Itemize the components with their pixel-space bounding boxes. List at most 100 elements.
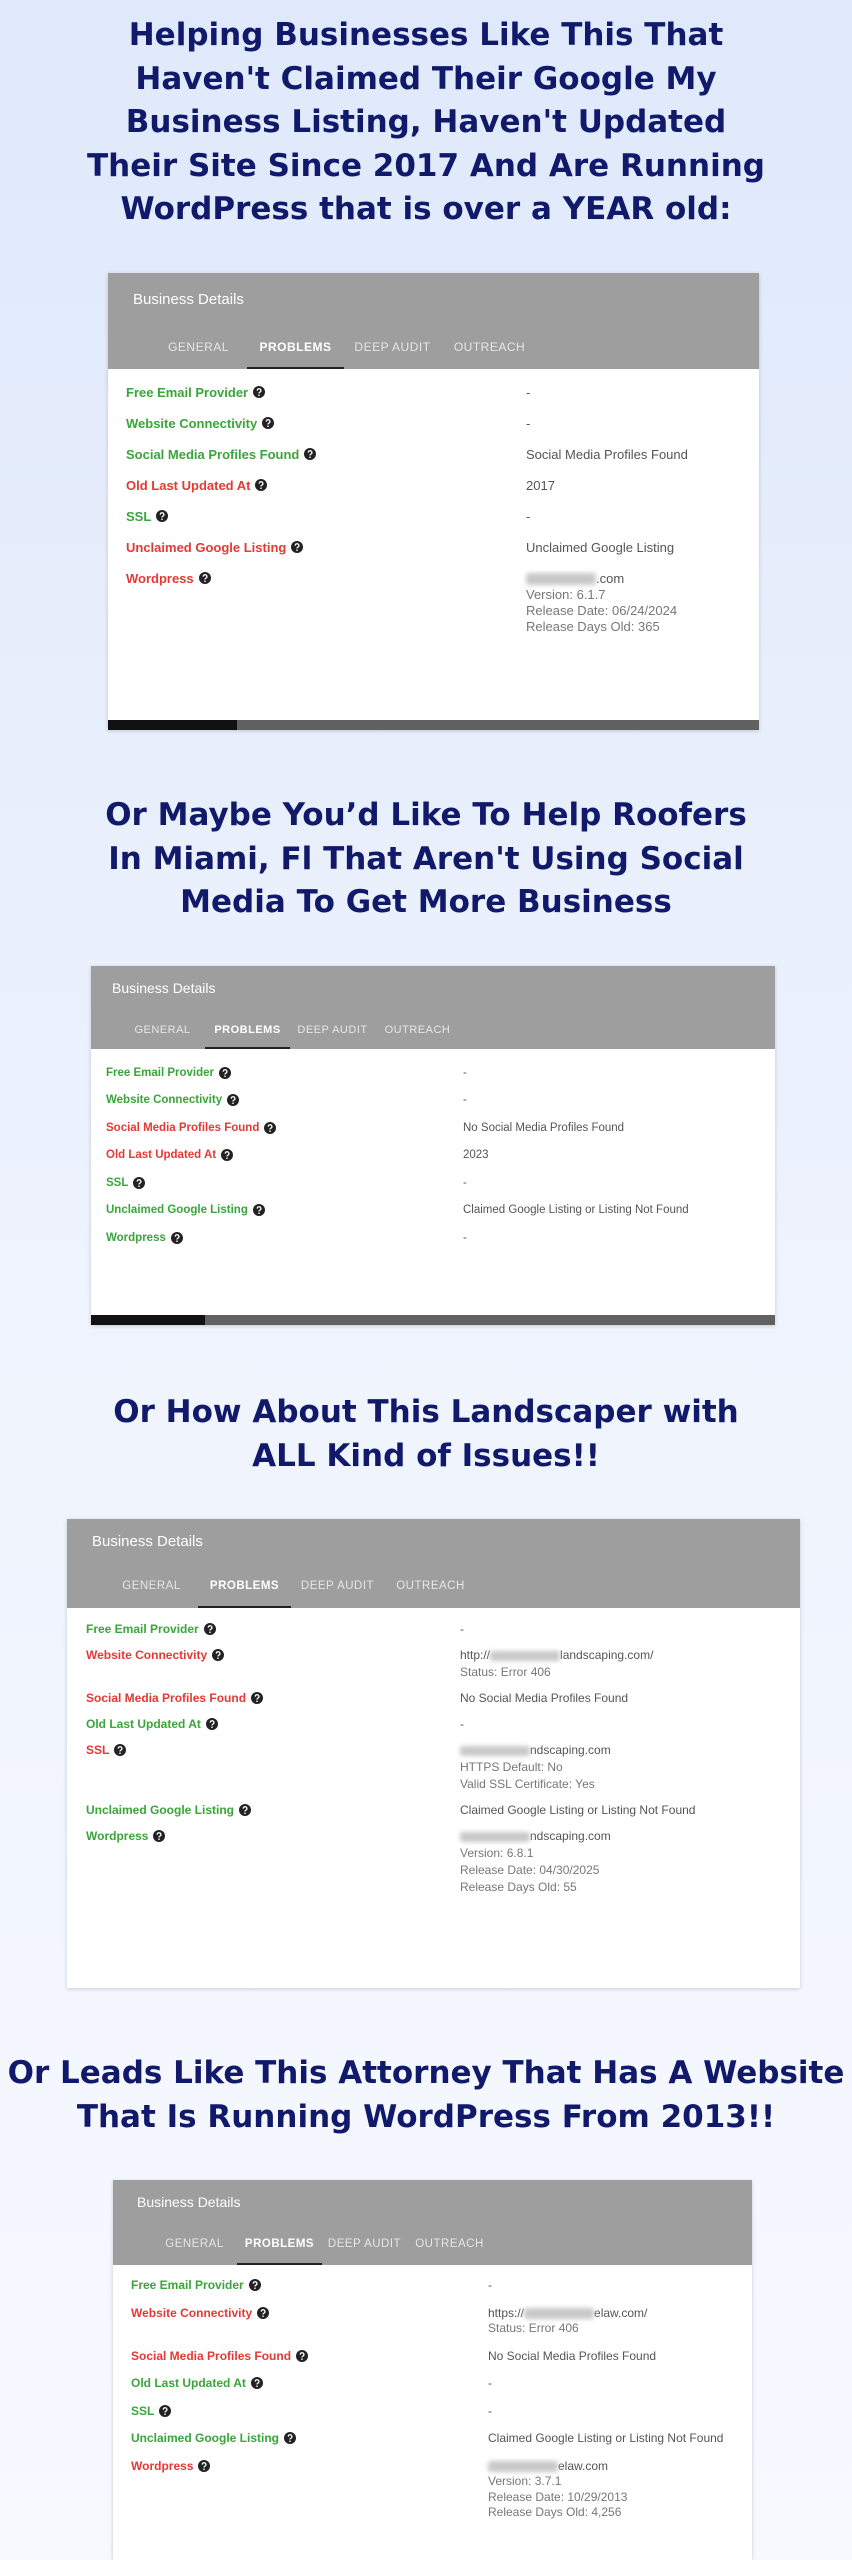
help-icon[interactable]: [170, 1231, 183, 1244]
help-icon[interactable]: [153, 1830, 166, 1843]
tab[interactable]: PROBLEMS: [198, 1564, 291, 1608]
value-line: Version: 6.1.7: [526, 586, 606, 602]
tab[interactable]: OUTREACH: [453, 340, 526, 354]
value-part: https://: [488, 2305, 525, 2320]
help-icon[interactable]: [284, 2432, 297, 2445]
value-line: ndscaping.com: [460, 1829, 611, 1843]
value-line: Claimed Google Listing or Listing Not Fo…: [488, 2431, 724, 2446]
value-line: Status: Error 406: [460, 1665, 551, 1680]
label-text: Website Connectivity: [131, 2305, 253, 2320]
tab[interactable]: DEEP AUDIT: [297, 1024, 368, 1036]
help-icon[interactable]: [198, 572, 211, 585]
heading-line: Business Listing, Haven't Updated: [125, 104, 727, 140]
card-header: Business Details GENERAL PROBLEMS DEEP AUDI…: [91, 966, 775, 1049]
label-text: Free Email Provider: [131, 2278, 244, 2293]
help-icon[interactable]: [227, 1094, 240, 1107]
value-part: landscaping.com/: [560, 1648, 654, 1663]
heading-line: That Is Running WordPress From 2013!!: [76, 2098, 776, 2135]
label-text: Old Last Updated At: [131, 2376, 246, 2391]
help-icon[interactable]: [291, 541, 304, 554]
help-icon[interactable]: [219, 1066, 232, 1079]
help-icon[interactable]: [114, 1744, 127, 1757]
value-line: Release Days Old: 4,256: [488, 2505, 622, 2520]
label-text: Free Email Provider: [106, 1066, 215, 1079]
value-line: -: [526, 508, 531, 524]
row-label: SSL: [106, 1176, 146, 1189]
tab-bar: GENERAL PROBLEMS DEEP AUDIT OUTREACH: [152, 2223, 492, 2265]
row-label: SSL: [86, 1743, 127, 1757]
business-card: Business Details GENERAL PROBLEMS DEEP AUDI…: [91, 966, 775, 1325]
help-icon[interactable]: [252, 1204, 265, 1217]
help-icon[interactable]: [159, 2404, 172, 2417]
help-icon[interactable]: [250, 2377, 263, 2390]
tab-bar: GENERAL PROBLEMS DEEP AUDIT OUTREACH: [150, 325, 538, 369]
value-line: No Social Media Profiles Found: [460, 1691, 629, 1706]
help-icon[interactable]: [304, 448, 317, 461]
value-line: -: [463, 1231, 467, 1244]
help-icon[interactable]: [255, 479, 268, 492]
value-part: elaw.com: [558, 2458, 609, 2473]
value-line: Release Days Old: 55: [460, 1880, 577, 1895]
help-icon[interactable]: [264, 1121, 277, 1134]
section-heading: Or Leads Like This Attorney That Has A W…: [0, 2052, 852, 2139]
help-icon[interactable]: [133, 1176, 146, 1189]
tab[interactable]: PROBLEMS: [205, 1011, 290, 1049]
redacted: [460, 1745, 530, 1757]
tab[interactable]: OUTREACH: [415, 2238, 484, 2250]
value-line: -: [463, 1066, 467, 1079]
tab[interactable]: GENERAL: [165, 2238, 224, 2250]
help-icon[interactable]: [253, 386, 266, 399]
tab-bar: GENERAL PROBLEMS DEEP AUDIT OUTREACH: [120, 1011, 460, 1049]
help-icon[interactable]: [221, 1149, 234, 1162]
help-icon[interactable]: [262, 417, 275, 430]
value-line: -: [488, 2376, 492, 2391]
help-icon[interactable]: [251, 1692, 264, 1705]
tab[interactable]: PROBLEMS: [237, 2223, 322, 2265]
value-line: -: [526, 415, 531, 431]
row-label: Social Media Profiles Found: [106, 1121, 277, 1134]
section-heading: Or How About This Landscaper with ALL Kin…: [0, 1391, 852, 1478]
row-label: Old Last Updated At: [86, 1717, 218, 1731]
tab[interactable]: GENERAL: [134, 1024, 191, 1036]
help-icon[interactable]: [212, 1649, 225, 1662]
help-icon[interactable]: [239, 1804, 252, 1817]
help-icon[interactable]: [257, 2306, 270, 2319]
value-line: -: [488, 2278, 492, 2293]
tab[interactable]: OUTREACH: [384, 1024, 451, 1036]
redacted: [460, 1831, 530, 1843]
tab[interactable]: DEEP AUDIT: [327, 2238, 402, 2250]
label-text: Social Media Profiles Found: [106, 1121, 260, 1134]
row-label: Website Connectivity: [131, 2305, 270, 2320]
tab[interactable]: GENERAL: [122, 1580, 181, 1592]
tab[interactable]: DEEP AUDIT: [300, 1580, 375, 1592]
help-icon[interactable]: [248, 2279, 261, 2292]
tab[interactable]: OUTREACH: [396, 1580, 465, 1592]
value-line: Release Date: 06/24/2024: [526, 602, 678, 618]
label-text: Wordpress: [106, 1231, 166, 1244]
progress-track: [108, 720, 759, 730]
label-text: Unclaimed Google Listing: [131, 2431, 280, 2446]
row-label: Unclaimed Google Listing: [106, 1204, 265, 1217]
value-line: https:// elaw.com/: [488, 2306, 647, 2320]
heading-line: Media To Get More Business: [180, 884, 672, 920]
heading-line: Helping Businesses Like This That: [128, 17, 724, 53]
tab[interactable]: GENERAL: [168, 340, 229, 354]
help-icon[interactable]: [205, 1718, 218, 1731]
tab[interactable]: PROBLEMS: [247, 325, 344, 369]
label-text: Unclaimed Google Listing: [86, 1803, 235, 1818]
help-icon[interactable]: [296, 2349, 309, 2362]
label-text: Wordpress: [86, 1829, 149, 1844]
help-icon[interactable]: [203, 1623, 216, 1636]
value-line: -: [463, 1176, 467, 1189]
value-line: ndscaping.com: [460, 1743, 611, 1757]
value-part: ndscaping.com: [530, 1829, 611, 1844]
help-icon[interactable]: [156, 510, 169, 523]
tab[interactable]: DEEP AUDIT: [354, 340, 431, 354]
help-icon[interactable]: [198, 2459, 211, 2472]
row-label: Social Media Profiles Found: [131, 2349, 309, 2363]
value-line: http:// landscaping.com/: [460, 1648, 653, 1662]
value-line: elaw.com: [488, 2459, 608, 2473]
value-line: Version: 3.7.1: [488, 2474, 562, 2489]
progress-track: [91, 1315, 775, 1325]
